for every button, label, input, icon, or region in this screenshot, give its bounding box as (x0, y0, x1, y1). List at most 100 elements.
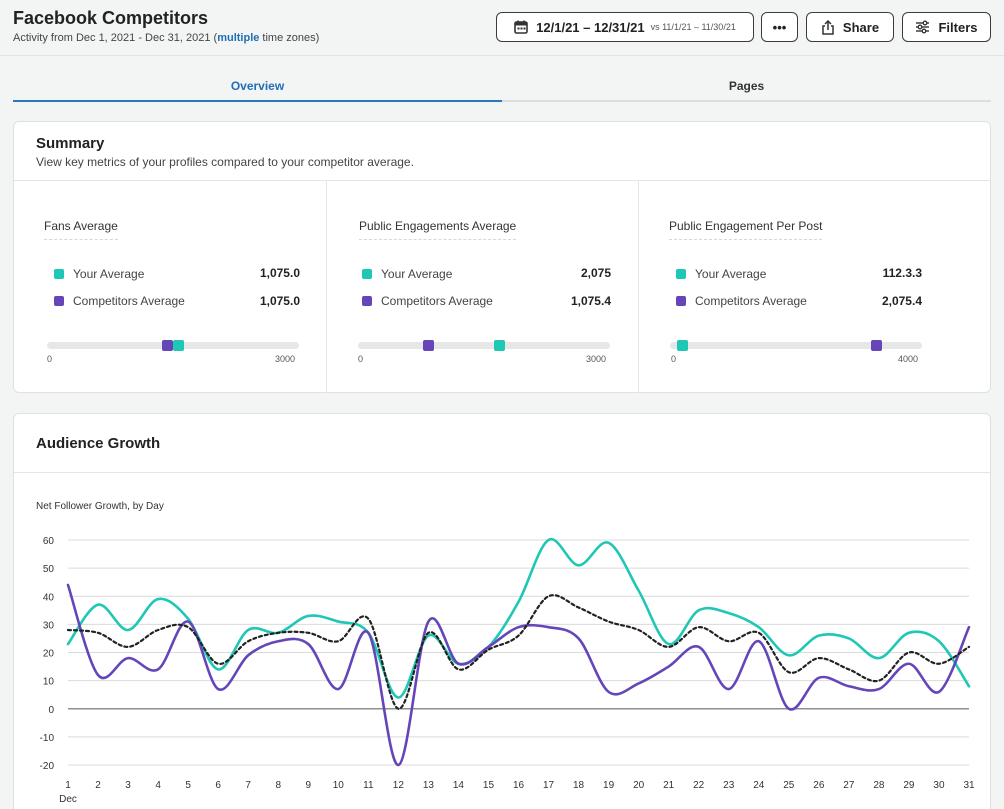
audience-growth-card: Audience Growth Net Follower Growth, by … (13, 413, 991, 809)
y-tick-label: -20 (40, 761, 55, 772)
filters-button[interactable]: Filters (902, 12, 991, 42)
summary-divider (14, 180, 990, 181)
tab-overview[interactable]: Overview (13, 72, 502, 102)
competitor-value: 1,075.4 (570, 294, 611, 308)
share-label: Share (842, 19, 880, 35)
tab-bar: Overview Pages (13, 72, 991, 102)
x-tick-label: 25 (783, 780, 795, 791)
date-range-label: 12/1/21 – 12/31/21 (536, 19, 645, 35)
summary-title: Summary (36, 135, 105, 152)
date-range-button[interactable]: 12/1/21 – 12/31/21 vs 11/1/21 – 11/30/21 (496, 12, 754, 42)
metric-title: Fans Average (44, 219, 118, 240)
calendar-icon (514, 20, 528, 34)
x-tick-label: 18 (573, 780, 585, 791)
track-min: 0 (47, 354, 53, 364)
your-marker (172, 340, 184, 351)
x-tick-label: 4 (155, 780, 161, 791)
audience-divider (14, 472, 990, 473)
y-tick-label: 0 (48, 705, 54, 716)
y-tick-label: -10 (40, 733, 55, 744)
time-zones-link[interactable]: multiple (217, 32, 260, 44)
legend-competitors-average: Competitors Average (676, 294, 807, 308)
x-tick-label: 23 (723, 780, 735, 791)
metric-title: Public Engagement Per Post (669, 219, 823, 240)
x-tick-label: 31 (963, 780, 975, 791)
your-marker (677, 340, 689, 351)
metric-fans-average: Fans Average Your Average 1,075.0 Compet… (14, 181, 326, 393)
your-value: 2,075 (580, 266, 611, 280)
y-tick-label: 50 (43, 564, 55, 575)
track-min: 0 (358, 354, 364, 364)
competitor-swatch (676, 296, 686, 306)
x-tick-label: 30 (933, 780, 945, 791)
tab-pages[interactable]: Pages (502, 72, 991, 102)
your-value: 1,075.0 (259, 266, 300, 280)
x-tick-label: 6 (215, 780, 221, 791)
your-label: Your Average (381, 267, 453, 281)
x-tick-label: 3 (125, 780, 131, 791)
chart-subtitle: Net Follower Growth, by Day (36, 501, 164, 512)
x-tick-label: 2 (95, 780, 101, 791)
x-tick-label: 19 (603, 780, 615, 791)
track-max: 3000 (275, 354, 296, 364)
x-tick-label: 10 (333, 780, 345, 791)
compare-range-label: vs 11/1/21 – 11/30/21 (650, 22, 736, 32)
x-tick-label: 13 (423, 780, 435, 791)
competitor-label: Competitors Average (695, 294, 807, 308)
competitor-marker (871, 340, 883, 351)
y-tick-label: 60 (43, 536, 55, 547)
legend-your-average: Your Average (362, 267, 452, 281)
sliders-icon (916, 20, 930, 34)
page-title: Facebook Competitors (13, 8, 209, 28)
more-options-button[interactable]: ••• (761, 12, 798, 42)
share-icon (822, 19, 834, 35)
x-tick-label: 20 (633, 780, 645, 791)
page-subtitle: Activity from Dec 1, 2021 - Dec 31, 2021… (13, 32, 319, 44)
page-header: Facebook Competitors Activity from Dec 1… (0, 0, 1004, 56)
filters-label: Filters (938, 19, 978, 35)
your-value: 112.3.3 (882, 266, 922, 280)
x-tick-label: 8 (275, 780, 281, 791)
your-marker (493, 340, 505, 351)
your-swatch (362, 269, 372, 279)
competitor-label: Competitors Average (73, 294, 185, 308)
x-tick-label: 7 (245, 780, 251, 791)
x-tick-label: 16 (513, 780, 525, 791)
subtitle-text: Activity from Dec 1, 2021 - Dec 31, 2021… (13, 32, 218, 44)
metric-public-engagement-per-post: Public Engagement Per Post Your Average … (638, 181, 992, 393)
x-tick-label: 28 (873, 780, 885, 791)
your-swatch (676, 269, 686, 279)
legend-your-average: Your Average (54, 267, 144, 281)
y-tick-label: 40 (43, 592, 55, 603)
metric-public-engagements-average: Public Engagements Average Your Average … (326, 181, 638, 393)
legend-your-average: Your Average (676, 267, 766, 281)
competitor-value: 1,075.0 (259, 294, 300, 308)
x-tick-label: 29 (903, 780, 915, 791)
x-tick-label: 11 (363, 780, 374, 791)
x-tick-label: 12 (393, 780, 405, 791)
x-tick-label: 21 (663, 780, 675, 791)
your-swatch (54, 269, 64, 279)
competitor-marker (423, 340, 435, 351)
y-tick-label: 10 (43, 677, 55, 688)
x-tick-label: 14 (453, 780, 465, 791)
x-tick-label: 22 (693, 780, 705, 791)
audience-title: Audience Growth (36, 435, 161, 452)
competitor-label: Competitors Average (381, 294, 493, 308)
your-label: Your Average (695, 267, 767, 281)
x-tick-label: 1 (65, 780, 71, 791)
share-button[interactable]: Share (806, 12, 894, 42)
x-sublabel: Dec (59, 794, 77, 805)
track-max: 3000 (586, 354, 607, 364)
metric-title: Public Engagements Average (359, 219, 517, 240)
series-line-competitors (66, 583, 971, 767)
comparison-track (358, 340, 610, 351)
x-tick-label: 27 (843, 780, 855, 791)
summary-card: Summary View key metrics of your profile… (13, 121, 991, 393)
y-tick-label: 20 (43, 649, 55, 660)
x-tick-label: 9 (305, 780, 311, 791)
series-line-your-average (66, 538, 971, 699)
competitor-swatch (54, 296, 64, 306)
y-tick-label: 30 (43, 620, 55, 631)
